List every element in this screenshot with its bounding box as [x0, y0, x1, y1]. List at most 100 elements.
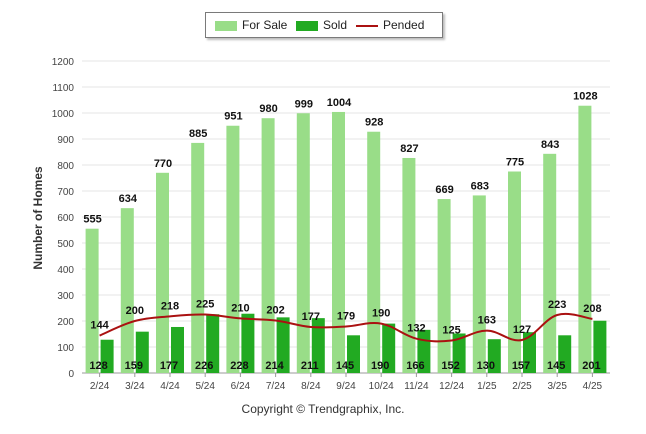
pended-data-label: 144 [90, 320, 109, 332]
sold-bar [100, 339, 114, 373]
for-sale-data-label: 634 [119, 193, 138, 205]
for-sale-bar [508, 171, 521, 373]
for-sale-data-label: 843 [541, 139, 559, 151]
sold-bar [452, 333, 466, 373]
for-sale-bar [543, 153, 557, 373]
for-sale-bar [261, 118, 275, 373]
pended-data-label: 179 [337, 310, 355, 322]
sold-data-label: 228 [230, 360, 248, 372]
sold-bar [241, 313, 255, 373]
for-sale-data-label: 775 [506, 157, 524, 169]
data-labels: 555 128 634 159 770 177 885 226 951 228 980 214 999 2… [83, 91, 601, 372]
x-axis-ticks: 2/24 3/24 4/24 5/24 6/24 7/24 8/24 9/24 10/24 11/… [90, 373, 603, 392]
x-tick-label: 7/24 [266, 381, 286, 392]
x-tick-label: 9/24 [336, 381, 356, 392]
for-sale-bar [156, 172, 169, 373]
grid-lines [82, 60, 610, 374]
sold-bar [558, 335, 572, 373]
legend-label-pended: Pended [383, 18, 425, 32]
pended-data-label: 225 [196, 299, 214, 311]
sold-data-label: 157 [512, 360, 530, 372]
sold-data-label: 226 [195, 360, 213, 372]
sold-data-label: 152 [441, 360, 459, 372]
sold-swatch-icon [296, 20, 318, 31]
for-sale-bar [437, 199, 451, 373]
y-tick-label: 700 [57, 187, 74, 198]
for-sale-bar [85, 228, 99, 373]
for-sale-bar [367, 131, 381, 373]
y-axis-ticks: 0 100 200 300 400 500 600 700 800 900 1000 1100 1200 [52, 57, 75, 380]
pended-data-label: 210 [231, 302, 249, 314]
for-sale-bar [296, 113, 310, 373]
pended-data-label: 208 [583, 303, 601, 315]
for-sale-data-label: 770 [154, 158, 172, 170]
sold-bar [347, 335, 360, 373]
for-sale-bar [332, 111, 345, 374]
pended-data-label: 218 [161, 300, 179, 312]
sold-bar [523, 332, 536, 373]
for-sale-data-label: 827 [400, 143, 418, 155]
for-sale-data-label: 683 [471, 180, 489, 192]
pended-data-label: 132 [407, 323, 425, 335]
y-tick-label: 500 [57, 239, 74, 250]
y-tick-label: 600 [57, 213, 74, 224]
pended-data-label: 127 [513, 324, 531, 336]
y-axis-label: Number of Homes [31, 166, 45, 270]
for-sale-bar [472, 195, 486, 373]
sold-data-label: 145 [336, 360, 354, 372]
for-sale-data-label: 928 [365, 117, 383, 129]
x-tick-label: 3/25 [547, 381, 567, 392]
for-sale-data-label: 1004 [327, 97, 352, 109]
x-tick-label: 5/24 [195, 381, 215, 392]
x-tick-label: 6/24 [231, 381, 251, 392]
y-tick-label: 1200 [52, 57, 75, 68]
y-tick-label: 0 [68, 369, 74, 380]
for-sale-bar [191, 142, 205, 373]
for-sale-swatch-icon [215, 20, 237, 31]
sold-data-label: 201 [582, 360, 600, 372]
sold-data-label: 214 [265, 360, 284, 372]
bars [85, 105, 607, 374]
legend-item-pended[interactable]: Pended [356, 18, 424, 32]
copyright-text: Copyright © Trendgraphix, Inc. [241, 402, 405, 416]
sold-bar [593, 320, 607, 373]
for-sale-bar [402, 157, 416, 373]
for-sale-data-label: 1028 [573, 91, 597, 103]
sold-bar [206, 314, 220, 373]
pended-data-label: 200 [126, 305, 144, 317]
y-tick-label: 1000 [52, 109, 75, 120]
pended-data-label: 202 [266, 304, 284, 316]
x-tick-label: 3/24 [125, 381, 145, 392]
legend-item-sold[interactable]: Sold [296, 18, 347, 32]
pended-swatch-icon [356, 24, 378, 27]
legend-item-for-sale[interactable]: For Sale [215, 18, 287, 32]
for-sale-data-label: 885 [189, 128, 207, 140]
x-tick-label: 4/24 [160, 381, 180, 392]
sold-data-label: 211 [301, 360, 319, 372]
sold-data-label: 159 [125, 360, 143, 372]
for-sale-data-label: 555 [83, 214, 101, 226]
y-tick-label: 800 [57, 161, 74, 172]
sold-data-label: 177 [160, 360, 178, 372]
pended-data-label: 190 [372, 308, 390, 320]
sold-data-label: 128 [89, 360, 107, 372]
sold-bar [487, 339, 501, 373]
pended-line-path [99, 312, 593, 343]
y-tick-label: 100 [57, 343, 74, 354]
sold-bar [382, 323, 396, 373]
y-tick-label: 900 [57, 135, 74, 146]
for-sale-bar [226, 125, 240, 374]
x-tick-label: 10/24 [369, 381, 394, 392]
pended-line [99, 312, 593, 343]
sold-data-label: 166 [406, 360, 424, 372]
y-tick-label: 1100 [52, 83, 74, 94]
pended-data-label: 177 [302, 311, 320, 323]
legend-label-for-sale: For Sale [242, 18, 288, 32]
pended-data-label: 163 [478, 315, 496, 327]
for-sale-data-label: 669 [435, 184, 453, 196]
legend-label-sold: Sold [323, 18, 348, 32]
for-sale-bar [120, 208, 134, 373]
pended-data-label: 223 [548, 299, 566, 311]
x-tick-label: 11/24 [404, 381, 429, 392]
